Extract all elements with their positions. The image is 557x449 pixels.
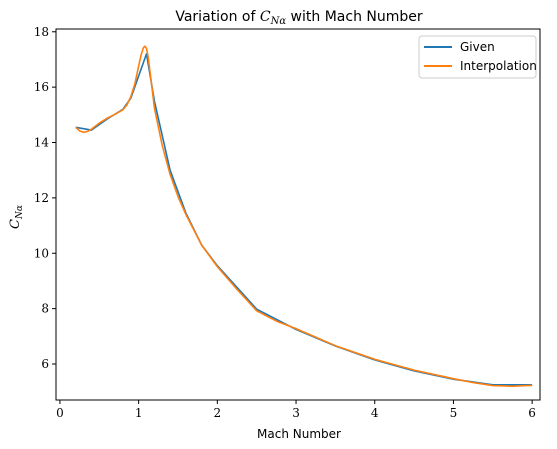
legend: Given Interpolation <box>418 35 537 79</box>
y-tick-label: 8 <box>41 302 49 316</box>
legend-label-given: Given <box>460 40 495 54</box>
x-tick-label: 6 <box>528 406 536 420</box>
x-tick-label: 4 <box>371 406 379 420</box>
series-line-given <box>75 53 533 386</box>
y-tick-label: 10 <box>34 246 49 260</box>
y-axis-label: CNα <box>8 205 25 229</box>
x-tick-label: 5 <box>450 406 458 420</box>
series-line-interpolation <box>75 45 533 388</box>
x-tick-label: 1 <box>135 406 143 420</box>
x-tick-label: 3 <box>292 406 300 420</box>
series-lines <box>75 45 533 388</box>
chart-title: Variation of CNα with Mach Number <box>175 9 423 27</box>
y-tick-label: 16 <box>34 80 49 94</box>
y-tick-label: 18 <box>34 25 49 39</box>
y-tick-label: 12 <box>34 191 49 205</box>
y-tick-label: 14 <box>34 136 50 150</box>
plot-area <box>55 28 541 401</box>
x-tick-label: 2 <box>214 406 222 420</box>
y-tick-label: 6 <box>41 357 49 371</box>
legend-label-interpolation: Interpolation <box>460 59 537 73</box>
x-tick-label: 0 <box>56 406 64 420</box>
x-axis-label: Mach Number <box>257 427 341 441</box>
